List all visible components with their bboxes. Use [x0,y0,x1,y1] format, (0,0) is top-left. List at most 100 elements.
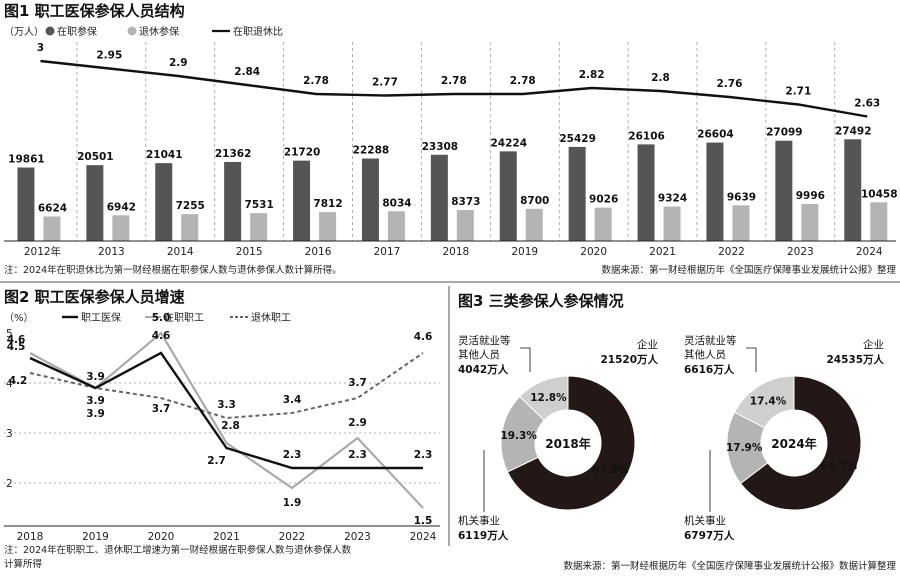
fig2-note-line: 注：2024年在职职工、退休职工增速为第一财经根据在职参保人数与退休参保人数 [4,544,352,556]
legend-label-ratio: 在职退休比 [233,26,283,38]
donut-center-label: 2018年 [545,436,590,451]
bar-employed [499,151,517,241]
bar-retired [319,212,337,241]
fig2-point-label: 3.9 [86,395,105,407]
callout-other-name: 其他人员 [458,348,500,361]
bar-employed [293,160,311,241]
fig1-x-tick: 2016 [305,246,332,258]
bar-retired [250,213,268,241]
bar-label-employed: 26604 [697,129,734,141]
bar-label-employed: 21041 [146,149,183,161]
callout-line-other [746,347,757,372]
fig1-x-tick: 2022 [718,246,745,258]
donut-pct-label: 64.7% [821,460,858,472]
legend-label-employed2: 在职职工 [164,312,204,324]
fig2-x-tick: 2021 [213,531,240,543]
callout-other-name: 灵活就业等 [684,334,737,347]
bar-label-retired: 8700 [520,195,549,207]
callout-enterprise-amount: 21520万人 [600,353,658,366]
ratio-label: 2.77 [372,77,398,89]
fig1-x-tick: 2021 [649,246,676,258]
fig2-point-label: 2.3 [283,449,302,461]
ratio-label: 2.84 [234,66,260,78]
bar-label-employed: 23308 [422,141,459,153]
fig1-x-tick: 2018 [442,246,469,258]
callout-other-name: 其他人员 [684,348,726,361]
ratio-label: 2.8 [651,72,670,84]
fig1-x-tick: 2019 [511,246,538,258]
callout-enterprise-amount: 24535万人 [826,353,884,366]
ratio-label: 2.63 [854,98,880,110]
fig2-unit: （%） [4,312,34,324]
bar-label-employed: 24224 [490,137,527,149]
fig1-x-tick: 2012年 [24,245,61,258]
callout-gov-name: 机关事业 [458,514,500,527]
donut-pct-label: 17.9% [726,442,763,454]
bar-employed [844,139,862,241]
bar-label-employed: 19861 [8,154,45,166]
line-medical [29,351,423,470]
bar-label-retired: 7812 [313,198,342,210]
bar-retired [732,205,750,241]
bar-retired [112,215,130,241]
bar-retired [594,207,612,241]
bar-employed [637,144,655,241]
fig2-point-label: 1.9 [283,497,302,509]
bar-label-employed: 25429 [559,133,596,145]
callout-enterprise-name: 企业 [637,338,658,351]
bar-retired [663,206,681,241]
bar-label-retired: 9996 [796,190,825,202]
bar-label-retired: 9324 [658,193,687,205]
fig1-x-tick: 2023 [787,246,814,258]
fig1-note: 注：2024年在职退休比为第一财经根据在职参保人数与退休参保人数计算所得。 [4,264,342,276]
fig2-point-label: 4.6 [7,334,26,346]
ratio-label: 2.76 [716,78,742,90]
callout-gov-name: 机关事业 [684,514,726,527]
fig2-point-label: 4.5 [7,341,26,353]
bar-label-employed: 22288 [353,145,390,157]
bar-employed [430,154,448,241]
fig2-y-tick: 4 [6,378,13,390]
legend-dot-employed [45,26,55,36]
fig1-x-tick: 2015 [236,246,263,258]
donut-slice [506,375,636,511]
donut-slice [733,375,795,429]
bar-employed [706,142,724,241]
bar-employed [224,161,242,241]
callout-line-other [520,347,531,372]
fig2-point-label: 3.7 [348,377,367,389]
fig1-x-tick: 2014 [167,246,194,258]
fig3-source: 数据来源：第一财经根据历年《全国医疗保障事业发展统计公报》数据计算整理 [563,560,896,572]
fig2-x-tick: 2020 [148,531,175,543]
fig1-source: 数据来源：第一财经根据历年《全国医疗保障事业发展统计公报》整理 [601,264,896,276]
donut-pct-label: 19.3% [500,430,537,442]
fig2-x-tick: 2019 [82,531,109,543]
bar-label-employed: 20501 [77,151,114,163]
donut-center-label: 2024年 [771,436,816,451]
legend-label-medical: 职工医保 [81,311,121,324]
bar-label-retired: 10458 [861,188,898,200]
callout-gov-amount: 6797万人 [684,529,735,542]
callout-other-amount: 4042万人 [458,363,509,376]
fig2-point-label: 2.3 [348,449,367,461]
legend-label-retired2: 退休职工 [251,312,291,324]
fig1-x-tick: 2024 [856,246,883,258]
bar-employed [155,163,173,241]
donut-pct-label: 67.9% [592,465,629,477]
ratio-line [40,59,868,118]
bar-retired [525,208,543,241]
fig2-x-tick: 2024 [410,531,437,543]
fig2-point-label: 4.2 [9,375,28,387]
bar-label-employed: 21720 [284,147,321,159]
bar-label-retired: 6942 [107,201,136,213]
bar-label-retired: 9026 [589,194,618,206]
fig2-x-tick: 2023 [344,531,371,543]
ratio-label: 2.78 [510,75,536,87]
legend-dot-retired [127,26,137,36]
fig2-point-label: 2.8 [221,420,240,432]
bar-employed [86,165,104,241]
donut-slice [739,375,862,511]
bar-label-employed: 21362 [215,148,252,160]
fig2-point-label: 3.7 [152,403,171,415]
